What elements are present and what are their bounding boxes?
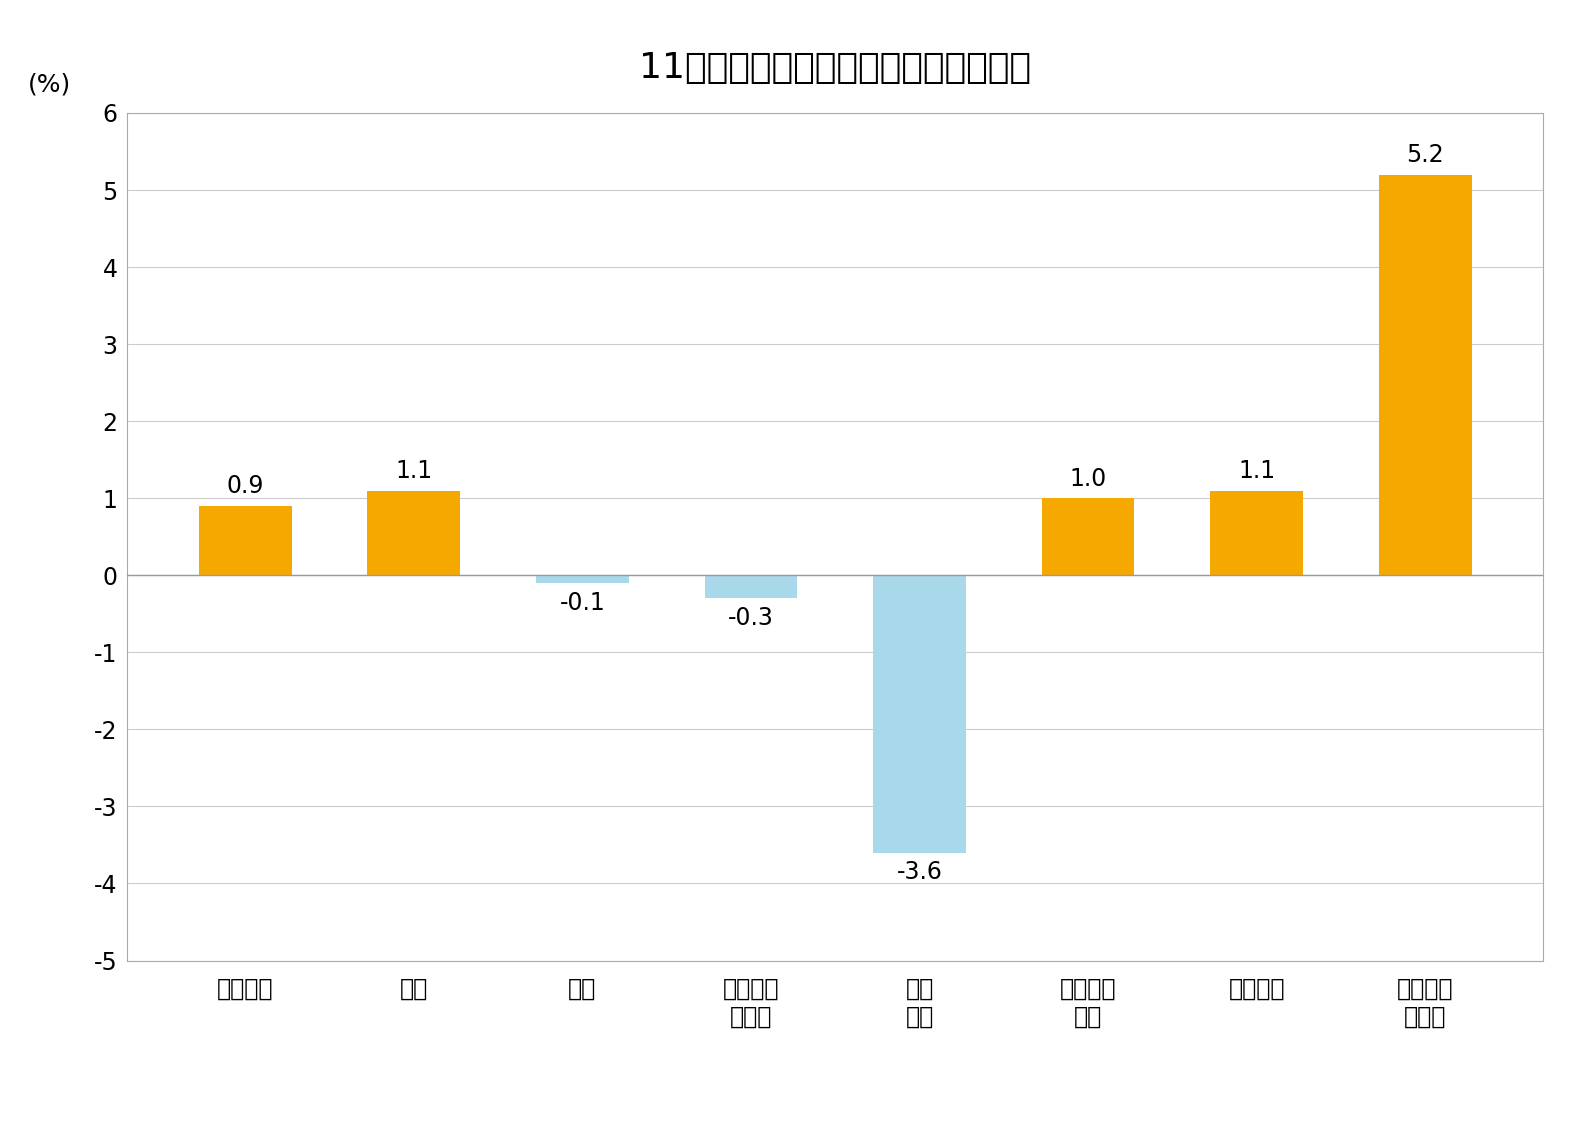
Bar: [873, 575, 966, 853]
Text: -0.1: -0.1: [560, 591, 605, 615]
Text: (%): (%): [29, 72, 72, 96]
Bar: [705, 575, 797, 599]
Bar: [199, 506, 291, 575]
Text: 1.0: 1.0: [1069, 467, 1107, 490]
Title: 11月份居民消费价格分类别同比涨跌幅: 11月份居民消费价格分类别同比涨跌幅: [640, 51, 1031, 85]
Bar: [1211, 490, 1303, 575]
Text: 1.1: 1.1: [395, 459, 433, 483]
Bar: [1042, 498, 1134, 575]
Bar: [536, 575, 628, 583]
Bar: [1379, 175, 1472, 575]
Bar: [368, 490, 460, 575]
Text: -0.3: -0.3: [729, 606, 773, 631]
Text: 1.1: 1.1: [1238, 459, 1276, 483]
Text: -3.6: -3.6: [897, 860, 942, 885]
Text: 5.2: 5.2: [1406, 142, 1445, 167]
Text: 0.9: 0.9: [226, 475, 264, 498]
